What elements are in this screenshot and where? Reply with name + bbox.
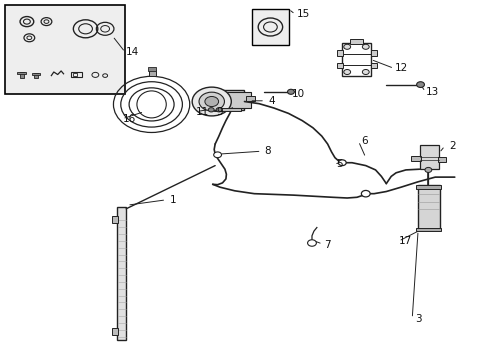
- Bar: [32, 73, 40, 75]
- Bar: [370, 63, 376, 68]
- Text: 13: 13: [425, 87, 439, 97]
- Text: 2: 2: [448, 141, 455, 151]
- Text: 4: 4: [267, 96, 274, 106]
- Bar: [213, 108, 240, 111]
- Bar: [410, 156, 420, 161]
- Bar: [148, 70, 155, 76]
- Text: 9: 9: [216, 107, 223, 117]
- Text: 11: 11: [196, 107, 209, 117]
- Bar: [73, 73, 77, 76]
- Bar: [5, 5, 124, 94]
- Bar: [370, 50, 376, 56]
- Bar: [349, 39, 363, 44]
- Bar: [112, 328, 118, 335]
- Circle shape: [338, 160, 346, 166]
- Bar: [71, 72, 81, 77]
- Bar: [251, 9, 288, 45]
- Bar: [147, 67, 155, 71]
- Bar: [419, 145, 438, 169]
- Text: 5: 5: [336, 159, 343, 169]
- Circle shape: [213, 152, 221, 158]
- Circle shape: [362, 44, 368, 49]
- Text: 8: 8: [264, 146, 271, 156]
- Text: 1: 1: [170, 195, 177, 205]
- Bar: [342, 43, 370, 76]
- Text: 6: 6: [360, 136, 367, 146]
- Text: 17: 17: [398, 236, 412, 246]
- Text: 3: 3: [414, 314, 421, 324]
- Bar: [417, 185, 439, 230]
- Circle shape: [204, 96, 218, 107]
- Circle shape: [343, 44, 350, 49]
- Ellipse shape: [137, 91, 166, 118]
- Circle shape: [216, 108, 222, 112]
- Bar: [205, 90, 244, 110]
- Text: 10: 10: [291, 89, 304, 99]
- Bar: [437, 157, 445, 162]
- Bar: [17, 72, 26, 74]
- Circle shape: [307, 240, 316, 246]
- Bar: [112, 216, 118, 223]
- Text: 16: 16: [122, 114, 136, 124]
- Circle shape: [287, 89, 294, 94]
- Bar: [20, 72, 24, 78]
- Circle shape: [416, 82, 424, 87]
- Circle shape: [361, 190, 369, 197]
- Circle shape: [208, 108, 214, 112]
- Bar: [117, 207, 126, 340]
- Circle shape: [424, 167, 431, 172]
- Circle shape: [343, 69, 350, 75]
- Bar: [245, 96, 254, 101]
- Text: 15: 15: [296, 9, 309, 19]
- Circle shape: [362, 69, 368, 75]
- Bar: [415, 228, 440, 231]
- Bar: [337, 63, 343, 68]
- Bar: [337, 50, 343, 56]
- Bar: [34, 73, 38, 78]
- Circle shape: [192, 87, 231, 116]
- Bar: [226, 92, 250, 108]
- Bar: [415, 185, 440, 189]
- Text: 14: 14: [125, 47, 139, 57]
- Circle shape: [199, 92, 224, 111]
- Text: 7: 7: [324, 240, 330, 250]
- Text: 12: 12: [393, 63, 407, 73]
